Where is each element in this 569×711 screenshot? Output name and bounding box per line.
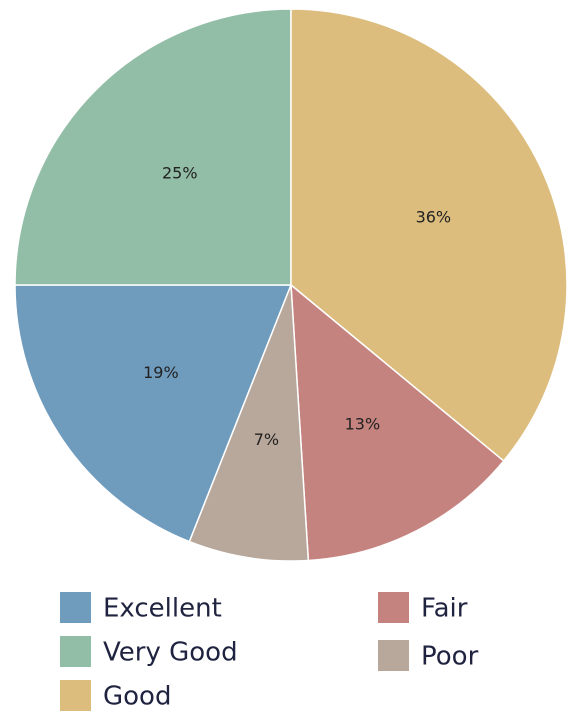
pie-slice: [14, 284, 293, 543]
slice-label: 36%: [416, 208, 452, 227]
legend-swatch: [60, 592, 91, 623]
legend-label: Very Good: [103, 638, 238, 668]
pie-slice: [188, 284, 310, 562]
legend-swatch: [378, 592, 409, 623]
slice-label: 25%: [162, 163, 198, 182]
slice-label: 13%: [345, 415, 381, 434]
legend-swatch: [60, 636, 91, 667]
legend-label: Good: [103, 682, 171, 711]
pie-slice: [290, 283, 505, 562]
legend-label: Fair: [421, 594, 468, 624]
slice-label: 19%: [143, 363, 179, 382]
legend-swatch: [60, 680, 91, 711]
legend-swatch: [378, 640, 409, 671]
slice-label: 7%: [254, 430, 279, 449]
pie-slice: [290, 8, 568, 462]
legend-label: Poor: [421, 642, 479, 672]
pie-slice: [14, 8, 292, 286]
legend-label: Excellent: [103, 594, 222, 624]
